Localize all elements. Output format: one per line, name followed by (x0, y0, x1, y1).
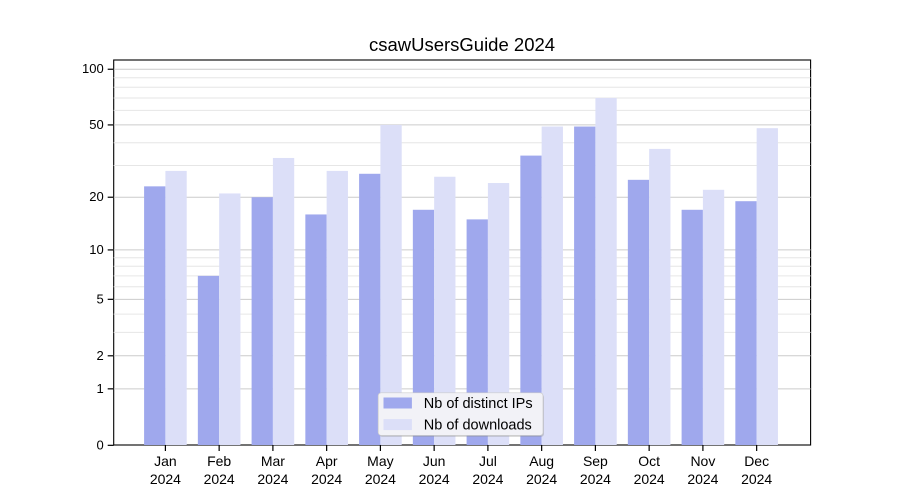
svg-text:Jun: Jun (423, 453, 446, 469)
svg-text:Jul: Jul (479, 453, 497, 469)
svg-text:2024: 2024 (472, 471, 503, 487)
svg-text:Sep: Sep (583, 453, 608, 469)
svg-text:May: May (367, 453, 393, 469)
svg-text:50: 50 (89, 117, 103, 132)
svg-text:100: 100 (82, 61, 104, 76)
svg-text:5: 5 (96, 291, 103, 306)
svg-text:10: 10 (89, 242, 103, 257)
svg-text:Nb of distinct IPs: Nb of distinct IPs (424, 396, 533, 412)
svg-text:0: 0 (96, 437, 103, 452)
svg-text:2024: 2024 (687, 471, 718, 487)
svg-text:2024: 2024 (311, 471, 342, 487)
svg-text:Apr: Apr (316, 453, 338, 469)
svg-text:Jan: Jan (154, 453, 177, 469)
svg-text:Dec: Dec (744, 453, 769, 469)
svg-text:2024: 2024 (419, 471, 450, 487)
svg-text:2024: 2024 (365, 471, 396, 487)
svg-text:20: 20 (89, 189, 103, 204)
svg-text:Nb of downloads: Nb of downloads (424, 418, 532, 434)
svg-text:2024: 2024 (257, 471, 288, 487)
svg-text:Nov: Nov (690, 453, 715, 469)
svg-text:2024: 2024 (580, 471, 611, 487)
svg-text:Aug: Aug (529, 453, 554, 469)
svg-text:2024: 2024 (204, 471, 235, 487)
svg-text:Oct: Oct (638, 453, 660, 469)
svg-text:2024: 2024 (526, 471, 557, 487)
svg-text:Feb: Feb (207, 453, 231, 469)
svg-text:2024: 2024 (634, 471, 665, 487)
svg-text:2024: 2024 (150, 471, 181, 487)
svg-text:2: 2 (96, 348, 103, 363)
svg-text:2024: 2024 (741, 471, 772, 487)
svg-text:csawUsersGuide 2024: csawUsersGuide 2024 (369, 34, 555, 55)
svg-text:Mar: Mar (261, 453, 285, 469)
svg-text:1: 1 (96, 381, 103, 396)
